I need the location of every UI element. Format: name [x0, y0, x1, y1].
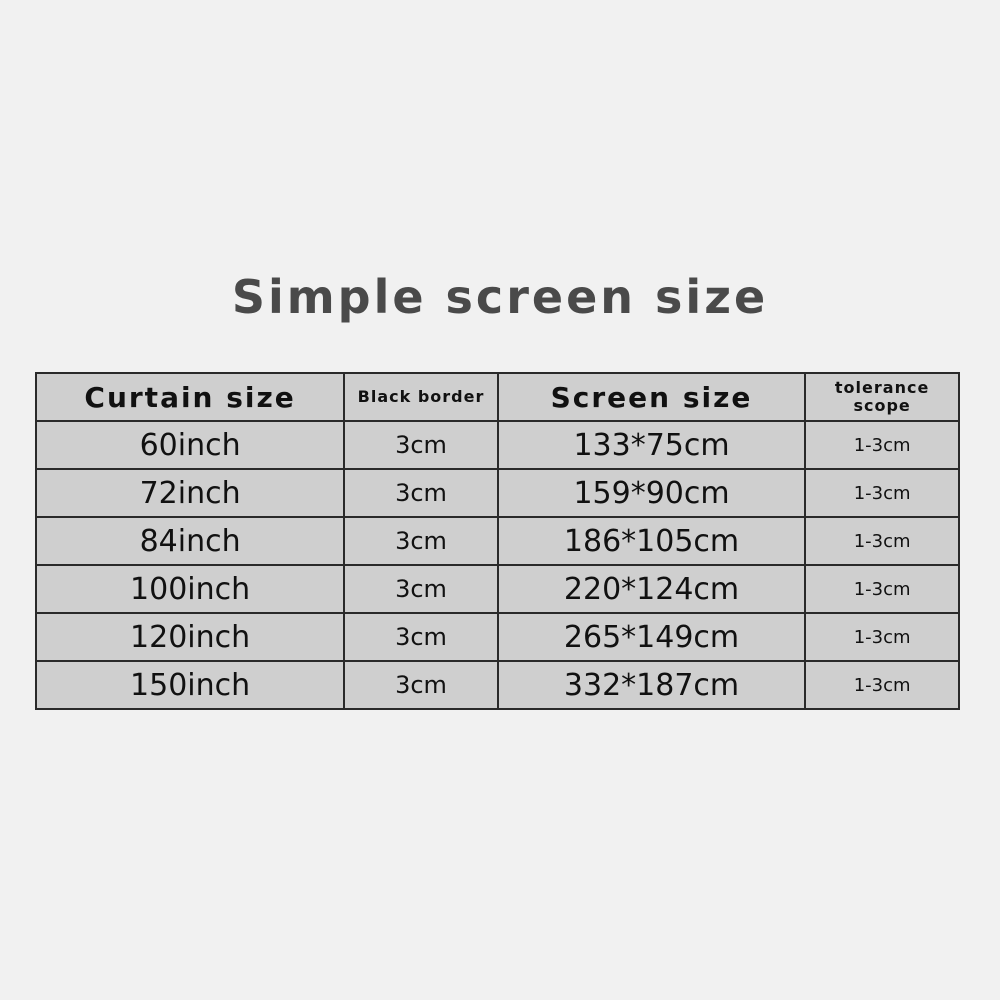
table-row: 120inch 3cm 265*149cm 1-3cm — [34, 612, 960, 662]
curtain-size-cell: 84inch — [34, 516, 346, 566]
page-title: Simple screen size — [231, 270, 769, 324]
table-row: 72inch 3cm 159*90cm 1-3cm — [34, 468, 960, 518]
table-row: 100inch 3cm 220*124cm 1-3cm — [34, 564, 960, 614]
tolerance-cell: 1-3cm — [804, 612, 960, 662]
screen-size-cell: 265*149cm — [496, 612, 807, 662]
screen-size-cell: 186*105cm — [496, 516, 807, 566]
tolerance-cell: 1-3cm — [804, 420, 960, 470]
curtain-size-cell: 150inch — [34, 660, 346, 710]
tolerance-cell: 1-3cm — [804, 660, 960, 710]
header-curtain-size: Curtain size — [34, 372, 346, 422]
header-black-border: Black border — [343, 372, 499, 422]
screen-size-cell: 133*75cm — [496, 420, 807, 470]
size-table: Curtain size Black border Screen size to… — [34, 372, 960, 710]
black-border-cell: 3cm — [343, 612, 499, 662]
screen-size-cell: 159*90cm — [496, 468, 807, 518]
table-row: 84inch 3cm 186*105cm 1-3cm — [34, 516, 960, 566]
table-row: 60inch 3cm 133*75cm 1-3cm — [34, 420, 960, 470]
header-screen-size: Screen size — [496, 372, 807, 422]
curtain-size-cell: 60inch — [34, 420, 346, 470]
tolerance-cell: 1-3cm — [804, 468, 960, 518]
table-row: 150inch 3cm 332*187cm 1-3cm — [34, 660, 960, 710]
black-border-cell: 3cm — [343, 516, 499, 566]
tolerance-cell: 1-3cm — [804, 516, 960, 566]
screen-size-cell: 332*187cm — [496, 660, 807, 710]
black-border-cell: 3cm — [343, 660, 499, 710]
tolerance-cell: 1-3cm — [804, 564, 960, 614]
screen-size-cell: 220*124cm — [496, 564, 807, 614]
header-tolerance-scope: tolerance scope — [804, 372, 960, 422]
black-border-cell: 3cm — [343, 564, 499, 614]
curtain-size-cell: 72inch — [34, 468, 346, 518]
curtain-size-cell: 120inch — [34, 612, 346, 662]
curtain-size-cell: 100inch — [34, 564, 346, 614]
black-border-cell: 3cm — [343, 420, 499, 470]
table-header-row: Curtain size Black border Screen size to… — [34, 372, 960, 422]
black-border-cell: 3cm — [343, 468, 499, 518]
